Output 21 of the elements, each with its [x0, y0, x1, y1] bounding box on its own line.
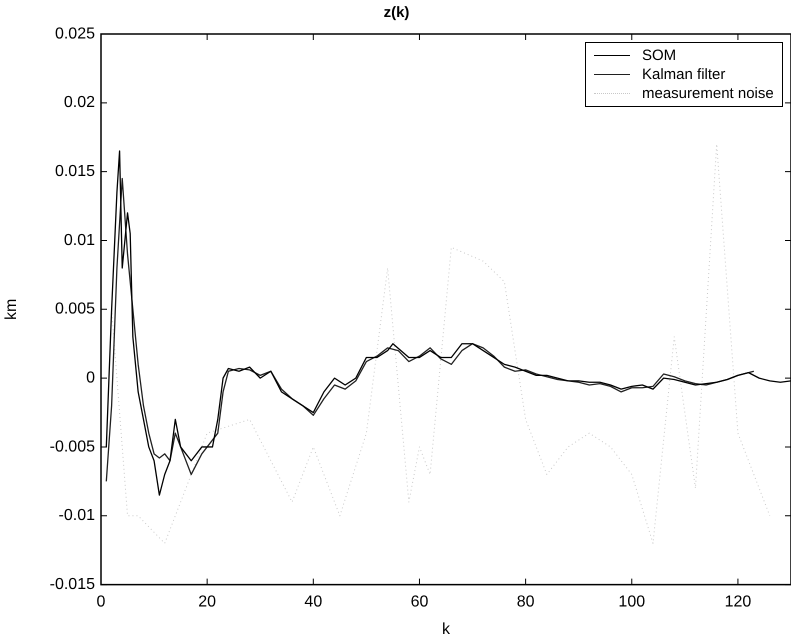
x-tick-label: 120: [724, 594, 752, 611]
x-tick-label: 20: [198, 594, 216, 611]
x-tick-label: 100: [618, 594, 646, 611]
chart-title: z(k): [384, 4, 410, 22]
y-tick-label: 0.005: [54, 300, 96, 318]
x-axis-title: k: [442, 620, 451, 638]
y-axis-title: km: [3, 298, 20, 320]
legend-label: Kalman filter: [642, 65, 726, 84]
y-tick-label: 0: [86, 370, 96, 387]
y-tick-label: -0.005: [50, 438, 96, 456]
y-tick-label: -0.01: [58, 507, 96, 524]
y-tick-label: -0.015: [50, 576, 96, 594]
x-tick-label: 60: [410, 594, 428, 611]
y-tick-label: 0.02: [64, 94, 96, 112]
y-tick-label: 0.015: [54, 163, 96, 180]
x-tick-label: 80: [516, 594, 535, 611]
x-tick-label: 40: [304, 594, 322, 611]
y-tick-label: 0.01: [64, 232, 96, 249]
legend-label: SOM: [642, 46, 676, 65]
legend-label: measurement noise: [642, 84, 774, 103]
y-tick-label: 0.025: [54, 25, 96, 42]
